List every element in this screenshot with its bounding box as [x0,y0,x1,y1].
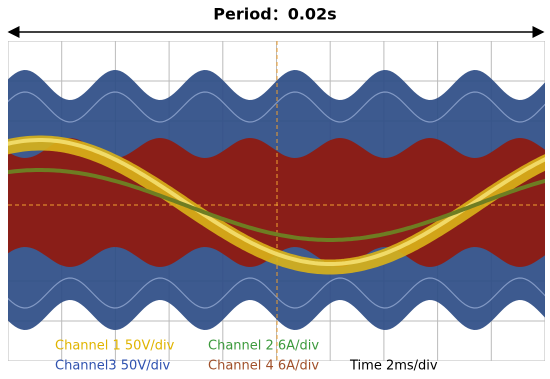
time-label: Time 2ms/div [349,359,438,374]
channel1-label: Channel 1 50V/div [55,339,175,354]
channel3-label: Channel3 50V/div [55,359,170,374]
channel1-wave [8,135,545,275]
channel2-label: Channel 2 6A/div [208,339,319,354]
channel3-edge [8,91,545,309]
period-title: Period：0.02s [213,5,336,24]
channel4-label: Channel 4 6A/div [208,359,319,374]
scope-screen [8,41,545,361]
channel2-wave [8,168,545,242]
